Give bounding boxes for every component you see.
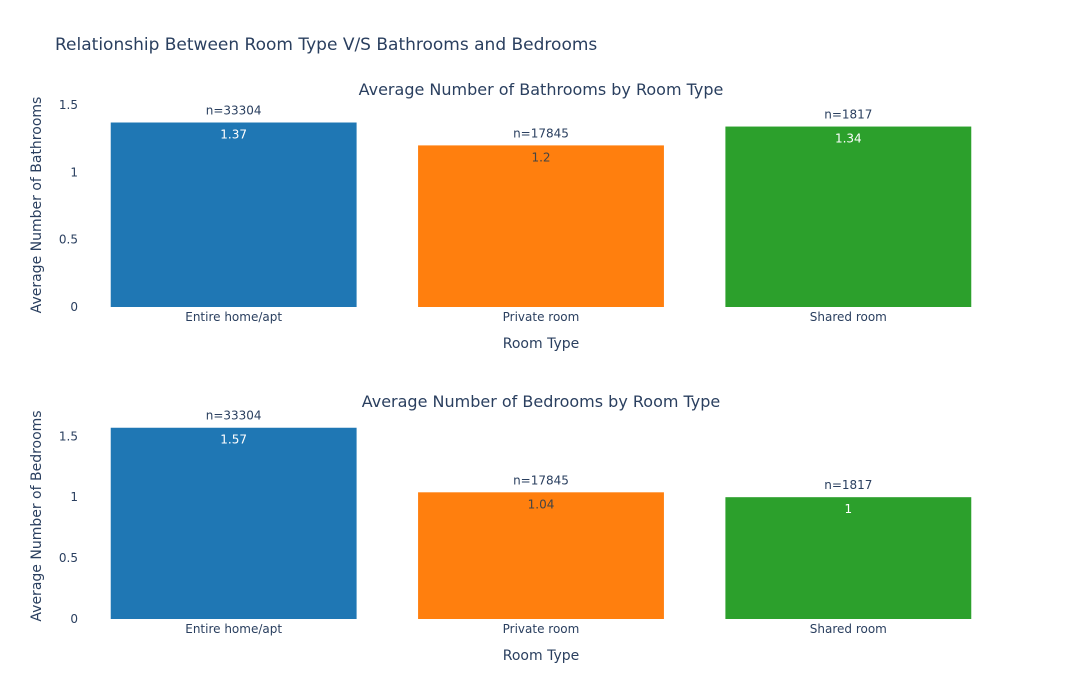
y-tick-label: 0 bbox=[70, 612, 78, 626]
y-tick-label: 1.5 bbox=[59, 429, 78, 443]
bathrooms-panel: Average Number of Bathrooms by Room Type… bbox=[29, 80, 971, 352]
x-axis-label: Room Type bbox=[503, 648, 579, 664]
chart-title: Relationship Between Room Type V/S Bathr… bbox=[55, 35, 597, 55]
x-tick-label: Shared room bbox=[810, 622, 887, 636]
bar bbox=[725, 127, 971, 307]
y-tick-label: 0.5 bbox=[59, 233, 78, 247]
x-tick-label: Entire home/apt bbox=[185, 622, 282, 636]
subplot-title: Average Number of Bathrooms by Room Type bbox=[359, 80, 724, 99]
y-tick-label: 1 bbox=[70, 490, 78, 504]
y-tick-label: 1 bbox=[70, 165, 78, 179]
bar-count-label: n=17845 bbox=[513, 473, 569, 487]
x-axis-label: Room Type bbox=[503, 336, 579, 352]
bar-count-label: n=33304 bbox=[206, 104, 262, 118]
bar-count-label: n=17845 bbox=[513, 126, 569, 140]
bedrooms-panel: Average Number of Bedrooms by Room Type 0… bbox=[29, 392, 971, 664]
bar-count-label: n=1817 bbox=[824, 478, 872, 492]
x-tick-label: Private room bbox=[503, 622, 580, 636]
bar bbox=[418, 492, 664, 619]
bar bbox=[111, 428, 357, 619]
bar-value-label: 1.57 bbox=[220, 433, 247, 447]
bar-value-label: 1 bbox=[845, 502, 853, 516]
x-tick-label: Entire home/apt bbox=[185, 310, 282, 324]
bar bbox=[111, 123, 357, 307]
bar-value-label: 1.2 bbox=[531, 150, 550, 164]
y-tick-label: 1.5 bbox=[59, 98, 78, 112]
bar-value-label: 1.34 bbox=[835, 132, 862, 146]
y-axis-label: Average Number of Bedrooms bbox=[29, 410, 45, 621]
bar-count-label: n=1817 bbox=[824, 108, 872, 122]
y-tick-label: 0.5 bbox=[59, 551, 78, 565]
y-axis-label: Average Number of Bathrooms bbox=[29, 97, 45, 314]
bar-value-label: 1.04 bbox=[528, 497, 555, 511]
y-tick-label: 0 bbox=[70, 300, 78, 314]
subplot-title: Average Number of Bedrooms by Room Type bbox=[362, 392, 721, 411]
bar-count-label: n=33304 bbox=[206, 409, 262, 423]
bar bbox=[418, 145, 664, 307]
x-tick-label: Private room bbox=[503, 310, 580, 324]
bar-value-label: 1.37 bbox=[220, 128, 247, 142]
x-tick-label: Shared room bbox=[810, 310, 887, 324]
